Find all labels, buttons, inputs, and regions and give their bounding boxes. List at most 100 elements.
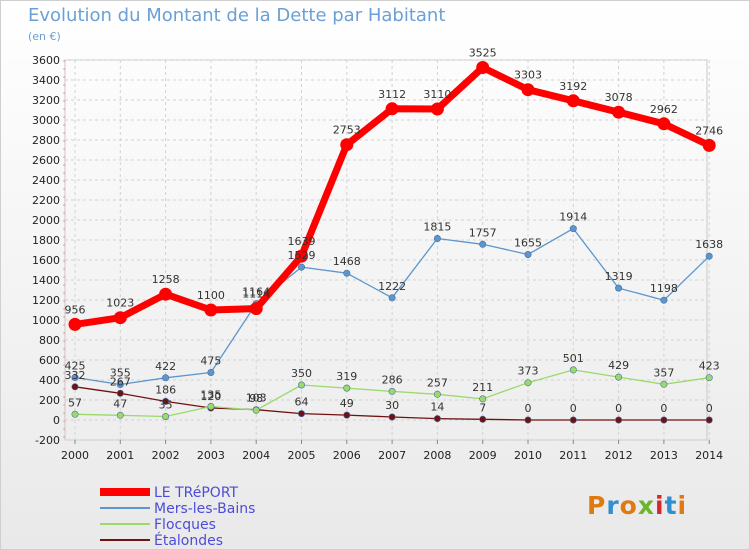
y-tick-label: 400 xyxy=(39,374,60,387)
data-point xyxy=(524,379,532,387)
x-tick-label: 2010 xyxy=(514,449,542,462)
data-label: 120 xyxy=(200,390,221,403)
data-point xyxy=(388,413,396,421)
data-point xyxy=(116,389,124,397)
data-point xyxy=(476,61,490,74)
data-label: 422 xyxy=(155,360,176,373)
data-label: 135 xyxy=(200,389,221,402)
data-point xyxy=(705,416,713,424)
data-point xyxy=(524,251,532,259)
data-point xyxy=(479,395,487,403)
data-label: 1222 xyxy=(378,280,406,293)
data-point xyxy=(343,269,351,277)
data-point xyxy=(569,366,577,374)
data-label: 3303 xyxy=(514,69,542,82)
y-tick-label: 2000 xyxy=(32,214,60,227)
y-tick-label: 3200 xyxy=(32,94,60,107)
data-point xyxy=(430,102,444,116)
data-label: 35 xyxy=(159,399,173,412)
logo-letter: i xyxy=(655,491,665,520)
logo-letter: t xyxy=(664,491,678,520)
data-label: 1258 xyxy=(152,273,180,286)
data-label: 0 xyxy=(525,402,532,415)
data-label: 355 xyxy=(110,367,131,380)
data-label: 1914 xyxy=(559,211,587,224)
data-label: 0 xyxy=(570,402,577,415)
data-point xyxy=(615,373,623,381)
data-point xyxy=(295,249,308,263)
data-point xyxy=(566,94,580,108)
y-tick-label: 3000 xyxy=(32,114,60,127)
y-tick-label: 1200 xyxy=(32,294,60,307)
data-point xyxy=(385,102,399,116)
data-point xyxy=(569,416,577,424)
x-tick-label: 2013 xyxy=(650,449,678,462)
x-tick-label: 2001 xyxy=(106,449,134,462)
data-point xyxy=(297,381,305,389)
data-label: 64 xyxy=(295,396,309,409)
data-label: 423 xyxy=(699,360,720,373)
data-label: 373 xyxy=(518,365,539,378)
data-label: 332 xyxy=(65,369,86,382)
data-point xyxy=(207,368,215,376)
data-point xyxy=(343,384,351,392)
data-label: 3192 xyxy=(559,80,587,93)
data-point xyxy=(340,138,354,152)
data-label: 0 xyxy=(706,402,713,415)
data-label: 429 xyxy=(608,359,629,372)
data-label: 47 xyxy=(113,397,127,410)
x-tick-label: 2002 xyxy=(152,449,180,462)
data-label: 0 xyxy=(615,402,622,415)
data-label: 3112 xyxy=(378,88,406,101)
data-label: 1319 xyxy=(605,270,633,283)
data-label: 267 xyxy=(110,375,131,388)
plot-area xyxy=(64,59,708,441)
x-tick-label: 2005 xyxy=(288,449,316,462)
data-point xyxy=(524,416,532,424)
data-label: 2746 xyxy=(695,124,723,137)
logo-letter: o xyxy=(619,491,638,520)
data-label: 501 xyxy=(563,352,584,365)
data-point xyxy=(162,412,170,420)
logo-letter: r xyxy=(606,491,620,520)
data-point xyxy=(660,296,668,304)
data-label: 1639 xyxy=(288,235,316,248)
y-tick-label: 3400 xyxy=(32,74,60,87)
data-label: 1468 xyxy=(333,255,361,268)
data-label: 425 xyxy=(65,360,86,373)
data-point xyxy=(615,284,623,292)
data-label: 1114 xyxy=(242,288,270,301)
y-tick-label: 600 xyxy=(39,354,60,367)
data-point xyxy=(162,374,170,382)
data-point xyxy=(207,402,215,410)
data-label: 1023 xyxy=(106,297,134,310)
data-label: 475 xyxy=(200,355,221,368)
data-point xyxy=(660,416,668,424)
legend-label: Mers-les-Bains xyxy=(154,501,255,517)
data-point xyxy=(343,411,351,419)
x-tick-label: 2008 xyxy=(423,449,451,462)
x-tick-label: 2006 xyxy=(333,449,361,462)
data-label: 1529 xyxy=(288,249,316,262)
x-tick-label: 2012 xyxy=(605,449,633,462)
data-point xyxy=(705,252,713,260)
data-point xyxy=(433,390,441,398)
y-tick-label: 1600 xyxy=(32,254,60,267)
data-label: 319 xyxy=(336,370,357,383)
y-tick-label: 3600 xyxy=(32,54,60,67)
data-label: 49 xyxy=(340,397,354,410)
data-label: 57 xyxy=(68,396,82,409)
data-point xyxy=(71,383,79,391)
data-point xyxy=(68,317,82,331)
y-tick-label: 200 xyxy=(39,394,60,407)
data-label: 3525 xyxy=(469,47,497,60)
data-label: 357 xyxy=(653,366,674,379)
chart-subtitle: (en €) xyxy=(28,30,61,43)
data-label: 211 xyxy=(472,381,493,394)
y-tick-label: 2600 xyxy=(32,154,60,167)
proxiti-logo: Proxiti xyxy=(587,491,687,520)
data-point xyxy=(657,117,671,131)
data-point xyxy=(705,374,713,382)
data-label: 1100 xyxy=(197,289,225,302)
